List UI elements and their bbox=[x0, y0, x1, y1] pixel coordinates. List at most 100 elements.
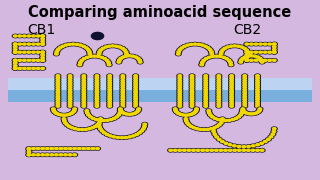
Circle shape bbox=[229, 84, 235, 87]
Circle shape bbox=[213, 133, 217, 135]
Circle shape bbox=[242, 81, 248, 84]
Circle shape bbox=[244, 59, 250, 62]
Circle shape bbox=[256, 103, 259, 105]
Circle shape bbox=[85, 48, 91, 51]
Circle shape bbox=[97, 122, 101, 124]
Circle shape bbox=[220, 120, 224, 122]
Circle shape bbox=[26, 148, 32, 151]
Circle shape bbox=[216, 100, 222, 103]
Circle shape bbox=[119, 110, 125, 114]
Circle shape bbox=[224, 149, 227, 151]
Circle shape bbox=[121, 75, 125, 77]
Circle shape bbox=[92, 55, 97, 58]
Circle shape bbox=[245, 50, 251, 54]
Circle shape bbox=[243, 89, 246, 91]
Circle shape bbox=[121, 56, 125, 58]
Circle shape bbox=[122, 48, 127, 52]
Circle shape bbox=[208, 127, 214, 130]
Circle shape bbox=[243, 84, 246, 86]
Circle shape bbox=[230, 75, 234, 77]
Circle shape bbox=[97, 125, 102, 128]
Circle shape bbox=[188, 125, 194, 128]
Circle shape bbox=[186, 122, 189, 124]
Circle shape bbox=[86, 49, 90, 51]
Circle shape bbox=[98, 117, 103, 120]
Circle shape bbox=[256, 56, 260, 58]
Circle shape bbox=[204, 75, 208, 77]
Circle shape bbox=[95, 75, 99, 77]
Circle shape bbox=[54, 50, 60, 53]
Circle shape bbox=[121, 103, 125, 105]
Circle shape bbox=[120, 88, 126, 91]
Circle shape bbox=[81, 79, 87, 82]
Circle shape bbox=[76, 128, 82, 131]
Circle shape bbox=[134, 89, 138, 91]
Circle shape bbox=[120, 91, 126, 94]
Circle shape bbox=[56, 77, 60, 79]
Circle shape bbox=[225, 45, 231, 49]
Circle shape bbox=[177, 76, 183, 80]
Circle shape bbox=[88, 53, 92, 55]
Circle shape bbox=[216, 98, 222, 101]
Circle shape bbox=[41, 59, 44, 61]
Circle shape bbox=[204, 105, 208, 107]
Circle shape bbox=[264, 140, 267, 143]
Circle shape bbox=[256, 105, 259, 107]
Circle shape bbox=[21, 59, 27, 62]
Circle shape bbox=[95, 105, 99, 107]
Circle shape bbox=[255, 91, 260, 94]
Circle shape bbox=[252, 54, 258, 58]
Circle shape bbox=[77, 128, 81, 130]
Circle shape bbox=[190, 84, 194, 86]
Circle shape bbox=[108, 134, 113, 138]
Circle shape bbox=[223, 47, 227, 49]
Circle shape bbox=[239, 114, 243, 116]
Circle shape bbox=[111, 135, 117, 139]
Circle shape bbox=[70, 112, 73, 114]
Circle shape bbox=[121, 84, 125, 86]
Circle shape bbox=[40, 51, 45, 54]
Circle shape bbox=[104, 46, 108, 48]
Circle shape bbox=[45, 154, 49, 156]
Circle shape bbox=[219, 122, 223, 124]
Circle shape bbox=[204, 100, 208, 103]
Circle shape bbox=[82, 77, 86, 79]
Circle shape bbox=[133, 112, 137, 114]
Circle shape bbox=[255, 112, 258, 114]
Circle shape bbox=[250, 144, 256, 147]
Circle shape bbox=[263, 43, 267, 45]
Circle shape bbox=[67, 84, 73, 87]
Circle shape bbox=[85, 110, 89, 112]
Circle shape bbox=[181, 149, 187, 152]
Circle shape bbox=[131, 55, 135, 57]
Circle shape bbox=[229, 86, 235, 89]
Circle shape bbox=[254, 43, 258, 45]
Circle shape bbox=[91, 127, 94, 129]
Circle shape bbox=[121, 93, 125, 96]
Circle shape bbox=[240, 110, 244, 112]
Circle shape bbox=[252, 113, 256, 115]
Circle shape bbox=[110, 44, 116, 48]
Circle shape bbox=[55, 100, 61, 103]
Circle shape bbox=[12, 42, 18, 46]
Circle shape bbox=[192, 112, 195, 114]
Circle shape bbox=[22, 35, 26, 37]
Circle shape bbox=[220, 140, 224, 143]
Circle shape bbox=[133, 102, 139, 105]
Circle shape bbox=[107, 76, 113, 80]
Circle shape bbox=[82, 75, 86, 77]
Circle shape bbox=[82, 100, 86, 103]
Circle shape bbox=[134, 98, 138, 100]
Circle shape bbox=[108, 105, 112, 107]
Circle shape bbox=[190, 82, 194, 84]
Circle shape bbox=[218, 55, 222, 58]
Circle shape bbox=[233, 117, 239, 120]
Circle shape bbox=[94, 88, 100, 91]
Circle shape bbox=[96, 121, 102, 125]
Circle shape bbox=[200, 64, 204, 66]
Circle shape bbox=[124, 52, 129, 56]
Circle shape bbox=[244, 56, 250, 59]
Circle shape bbox=[13, 43, 17, 45]
Circle shape bbox=[196, 149, 200, 151]
Circle shape bbox=[67, 147, 73, 150]
